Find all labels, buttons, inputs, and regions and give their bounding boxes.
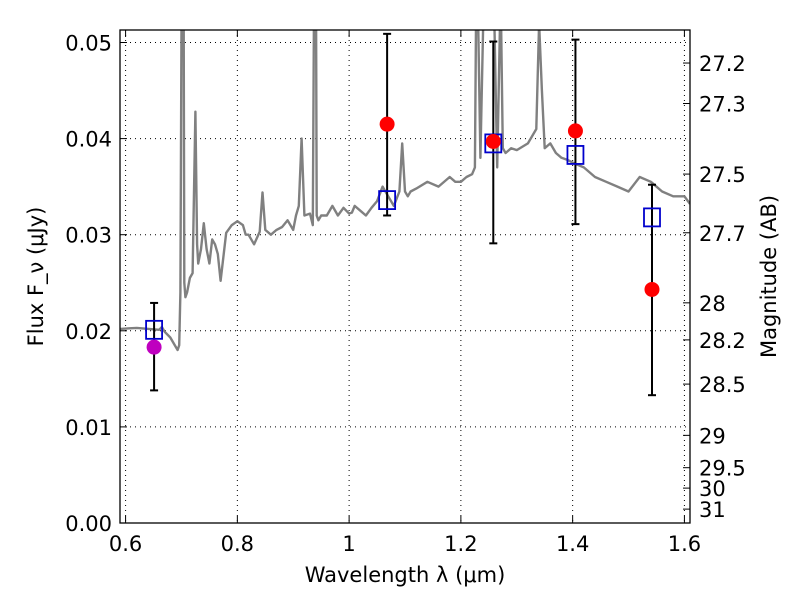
observed-point xyxy=(379,116,395,132)
errorbar-layer xyxy=(150,32,656,397)
y-tick-label: 0.00 xyxy=(65,512,112,536)
observed-point xyxy=(146,339,162,355)
x-tick-label: 0.6 xyxy=(109,532,142,556)
model-point xyxy=(643,207,661,228)
magnitude-tick-label: 29.5 xyxy=(699,457,746,481)
x-tick-label: 0.8 xyxy=(221,532,254,556)
model-point xyxy=(378,190,397,210)
x-tick-label: 1 xyxy=(342,532,355,556)
model-points-layer xyxy=(145,133,661,340)
magnitude-tick-label: 29 xyxy=(699,424,726,448)
x-tick-label: 1.6 xyxy=(668,532,701,556)
x-axis-label: Wavelength λ (μm) xyxy=(305,563,506,587)
grid xyxy=(120,30,690,523)
magnitude-tick-label: 28.2 xyxy=(699,329,746,353)
y-tick-label: 0.05 xyxy=(65,31,112,55)
magnitude-tick-label: 27.7 xyxy=(699,222,746,246)
observed-point xyxy=(485,133,501,149)
magnitude-tick-label: 27.2 xyxy=(699,52,746,76)
y-axis-label: Flux F_ν (μJy) xyxy=(24,207,49,347)
magnitude-axis-label: Magnitude (AB) xyxy=(757,195,781,358)
spectrum-layer xyxy=(120,30,690,352)
y-tick-label: 0.03 xyxy=(65,224,112,248)
magnitude-tick-label: 28.5 xyxy=(699,373,746,397)
model-point xyxy=(566,145,585,165)
y-axis: 0.00 0.01 0.02 0.03 0.04 0.05 xyxy=(65,31,127,536)
x-axis: 0.6 0.8 1 1.2 1.4 1.6 xyxy=(109,30,701,556)
magnitude-tick-label: 31 xyxy=(699,498,726,522)
observed-point xyxy=(567,123,583,139)
y-tick-label: 0.02 xyxy=(65,320,112,344)
plot-frame xyxy=(119,29,691,524)
magnitude-tick-label: 30 xyxy=(699,477,726,501)
observed-points-layer xyxy=(146,116,660,355)
y-tick-label: 0.04 xyxy=(65,128,112,152)
magnitude-tick-label: 28 xyxy=(699,292,726,316)
x-tick-label: 1.4 xyxy=(556,532,589,556)
x-tick-label: 1.2 xyxy=(444,532,477,556)
magnitude-tick-label: 27.3 xyxy=(699,93,746,117)
observed-point xyxy=(644,281,660,297)
model-point xyxy=(145,319,163,340)
y-tick-label: 0.01 xyxy=(65,416,112,440)
spectrum-line xyxy=(120,30,690,352)
magnitude-tick-label: 27.5 xyxy=(699,163,746,187)
